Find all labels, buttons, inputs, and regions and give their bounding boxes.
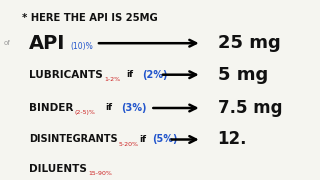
Text: * HERE THE API IS 25MG: * HERE THE API IS 25MG bbox=[22, 13, 158, 23]
Text: if: if bbox=[126, 70, 133, 79]
Text: API: API bbox=[29, 34, 65, 53]
Text: 5-20%: 5-20% bbox=[119, 141, 139, 147]
Text: (2-5)%: (2-5)% bbox=[75, 110, 96, 115]
Text: (2%): (2%) bbox=[142, 70, 168, 80]
Text: 12.: 12. bbox=[218, 130, 247, 148]
Text: DISINTEGRANTS: DISINTEGRANTS bbox=[29, 134, 117, 145]
Text: 7.5 mg: 7.5 mg bbox=[218, 99, 282, 117]
Text: if: if bbox=[106, 103, 113, 112]
Text: 25 mg: 25 mg bbox=[218, 34, 280, 52]
Text: (10)%: (10)% bbox=[70, 42, 93, 51]
Text: BINDER: BINDER bbox=[29, 103, 73, 113]
Text: 1-2%: 1-2% bbox=[104, 77, 120, 82]
Text: 15-90%: 15-90% bbox=[88, 171, 112, 176]
Text: of: of bbox=[3, 40, 10, 46]
Text: LUBRICANTS: LUBRICANTS bbox=[29, 70, 102, 80]
Text: 5 mg: 5 mg bbox=[218, 66, 268, 84]
Text: if: if bbox=[139, 135, 146, 144]
Text: (3%): (3%) bbox=[122, 103, 147, 113]
Text: (5%): (5%) bbox=[152, 134, 178, 145]
Text: DILUENTS: DILUENTS bbox=[29, 164, 87, 174]
